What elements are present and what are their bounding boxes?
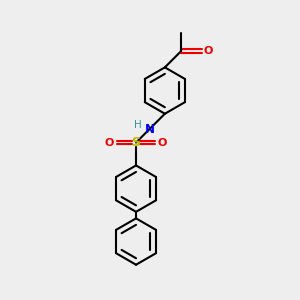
Text: S: S — [131, 136, 140, 149]
Text: H: H — [134, 120, 142, 130]
Text: O: O — [105, 138, 114, 148]
Text: O: O — [203, 46, 213, 56]
Text: N: N — [144, 123, 154, 136]
Text: O: O — [158, 138, 167, 148]
